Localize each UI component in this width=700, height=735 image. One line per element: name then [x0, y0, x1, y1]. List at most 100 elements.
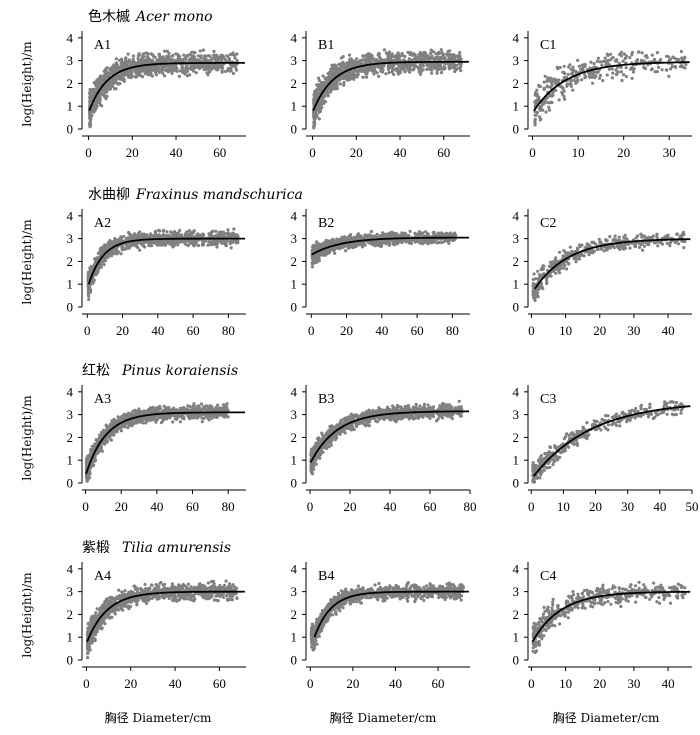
data-point: [617, 235, 621, 239]
data-point: [219, 240, 223, 244]
y-tick-label: 0: [291, 122, 298, 137]
data-point: [119, 252, 123, 256]
data-point: [569, 79, 573, 83]
data-point: [610, 67, 614, 71]
data-point: [176, 243, 180, 247]
data-point: [173, 240, 177, 244]
data-point: [216, 63, 220, 67]
data-point: [382, 58, 386, 62]
data-point: [205, 71, 209, 75]
data-point: [106, 80, 110, 85]
data-point: [155, 67, 159, 72]
y-tick-label: 0: [513, 300, 520, 315]
x-tick-label: 20: [617, 145, 630, 160]
y-tick-label: 1: [67, 99, 74, 114]
data-point: [97, 266, 101, 270]
data-point: [181, 58, 185, 62]
data-point: [209, 230, 214, 234]
y-axis-label-3: log(Height)/m: [20, 572, 34, 658]
data-point: [665, 241, 669, 245]
data-point: [342, 235, 347, 239]
data-point: [553, 88, 558, 92]
data-point: [114, 79, 118, 83]
data-point: [447, 241, 451, 245]
data-point: [425, 63, 429, 67]
data-point: [212, 49, 216, 54]
data-point: [210, 63, 214, 67]
data-point: [550, 100, 554, 105]
row-title-3: 紫椴 Tilia amurensis: [82, 540, 231, 556]
data-point: [323, 100, 328, 104]
data-point: [114, 61, 118, 65]
data-point: [227, 59, 231, 63]
data-point: [675, 58, 679, 62]
data-point: [564, 267, 569, 271]
data-point: [420, 68, 424, 72]
data-point: [543, 101, 547, 105]
y-tick-label: 2: [513, 76, 520, 91]
data-point: [438, 56, 443, 60]
data-point: [215, 54, 219, 58]
data-point: [320, 252, 324, 256]
data-point: [140, 75, 145, 79]
data-point: [111, 240, 116, 244]
data-point: [182, 53, 186, 57]
data-point: [321, 74, 325, 78]
data-point: [374, 60, 378, 64]
data-point: [235, 52, 239, 56]
data-point: [628, 56, 632, 60]
data-point: [620, 78, 624, 83]
row-title-1: 水曲柳 Fraxinus mandschurica: [88, 186, 303, 203]
data-point: [660, 68, 664, 72]
x-axis-label-2: 胸径 Diameter/cm: [553, 710, 660, 725]
data-point: [396, 72, 400, 76]
data-point: [316, 107, 320, 111]
x-tick-label: 0: [529, 145, 536, 160]
x-tick-label: 60: [187, 323, 200, 338]
data-point: [111, 84, 115, 88]
data-point: [614, 59, 619, 63]
data-point: [318, 244, 322, 248]
data-point: [120, 59, 124, 63]
data-point: [108, 87, 112, 91]
y-tick-label: 4: [291, 208, 298, 223]
data-point: [355, 236, 359, 240]
data-point: [361, 75, 365, 79]
data-point: [144, 51, 148, 55]
data-point: [130, 68, 134, 72]
x-tick-label: 20: [340, 323, 353, 338]
data-point: [152, 234, 156, 238]
data-point: [102, 263, 106, 267]
y-tick-label: 1: [291, 99, 298, 114]
data-point: [366, 68, 370, 72]
data-point: [408, 67, 412, 71]
data-point: [375, 71, 379, 75]
data-point: [443, 56, 447, 60]
data-point: [119, 62, 123, 66]
data-point: [92, 103, 96, 107]
data-point: [598, 73, 603, 77]
data-point: [162, 74, 167, 78]
data-point: [155, 58, 159, 62]
data-point: [232, 53, 237, 58]
data-point: [312, 120, 316, 125]
data-point: [637, 50, 641, 54]
data-point: [533, 123, 537, 127]
data-point: [145, 60, 149, 64]
data-point: [655, 51, 660, 55]
data-point: [134, 75, 138, 79]
data-point: [333, 251, 337, 255]
data-point: [439, 48, 443, 52]
data-point: [547, 108, 552, 112]
data-point: [595, 59, 600, 64]
data-point: [312, 113, 316, 117]
data-point: [571, 88, 575, 92]
x-tick-label: 0: [528, 323, 535, 338]
data-point: [219, 230, 223, 234]
data-point: [129, 73, 134, 77]
data-point: [141, 234, 145, 238]
data-point: [369, 229, 373, 234]
data-point: [123, 247, 127, 251]
data-point: [440, 240, 444, 245]
panel-label: B1: [318, 38, 334, 53]
